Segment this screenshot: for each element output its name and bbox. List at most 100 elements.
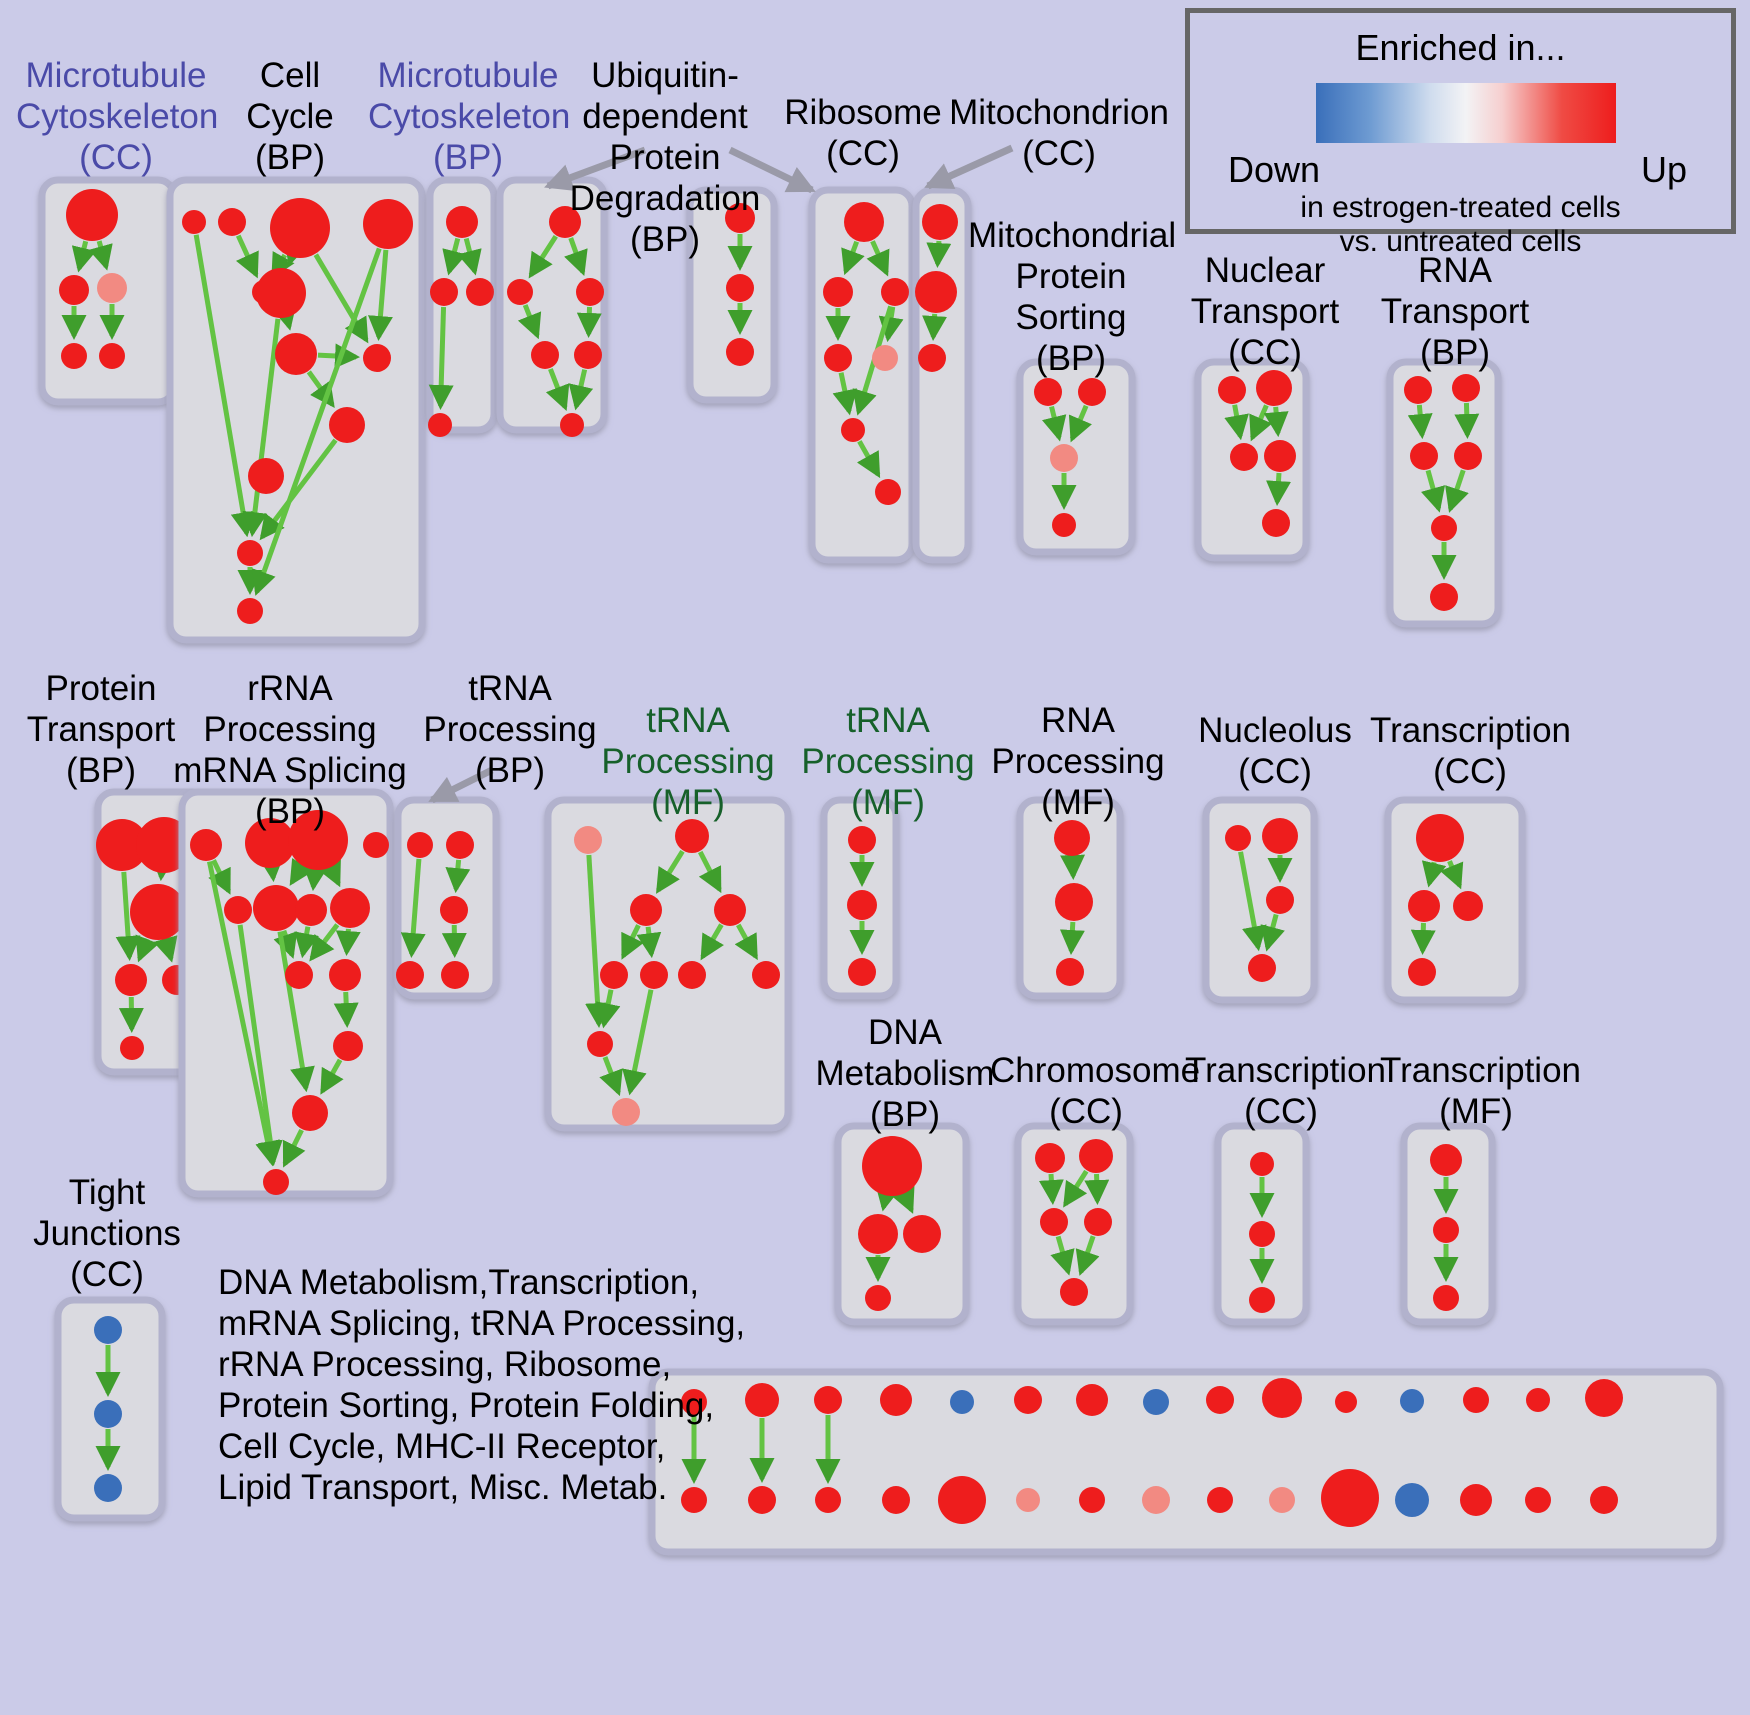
gene-node[interactable]: [136, 817, 192, 873]
gene-node[interactable]: [600, 961, 628, 989]
gene-node[interactable]: [295, 894, 327, 926]
gene-node[interactable]: [678, 961, 706, 989]
panel-rna-transport[interactable]: [1386, 358, 1502, 628]
panel-chromosome[interactable]: [1014, 1122, 1134, 1326]
gene-node[interactable]: [1040, 1208, 1068, 1236]
gene-node[interactable]: [507, 279, 533, 305]
gene-node[interactable]: [576, 278, 604, 306]
gene-node[interactable]: [1078, 378, 1106, 406]
panel-trna-processing-bp[interactable]: [394, 796, 500, 1000]
gene-node[interactable]: [1207, 1487, 1233, 1513]
gene-node[interactable]: [1433, 1217, 1459, 1243]
gene-node[interactable]: [1585, 1379, 1623, 1417]
gene-node[interactable]: [99, 343, 125, 369]
gene-node[interactable]: [96, 819, 148, 871]
gene-node[interactable]: [681, 1487, 707, 1513]
gene-node[interactable]: [248, 458, 284, 494]
panel-dna-metabolism[interactable]: [834, 1122, 970, 1326]
gene-node[interactable]: [1266, 886, 1294, 914]
gene-node[interactable]: [872, 345, 898, 371]
gene-node[interactable]: [253, 885, 299, 931]
gene-node[interactable]: [1206, 1386, 1234, 1414]
gene-node[interactable]: [245, 818, 295, 868]
gene-node[interactable]: [66, 189, 118, 241]
gene-node[interactable]: [726, 338, 754, 366]
gene-node[interactable]: [407, 832, 433, 858]
gene-node[interactable]: [396, 961, 424, 989]
gene-node[interactable]: [675, 819, 709, 853]
gene-node[interactable]: [1430, 583, 1458, 611]
gene-node[interactable]: [1416, 814, 1464, 862]
gene-node[interactable]: [446, 206, 478, 238]
gene-node[interactable]: [881, 278, 909, 306]
gene-node[interactable]: [1335, 1391, 1357, 1413]
gene-node[interactable]: [748, 1486, 776, 1514]
gene-node[interactable]: [363, 199, 413, 249]
panel-mitochondrial-protein-sorting[interactable]: [1016, 358, 1136, 556]
gene-node[interactable]: [848, 958, 876, 986]
panel-transcription-cc-top[interactable]: [1384, 796, 1526, 1004]
gene-node[interactable]: [824, 344, 852, 372]
gene-node[interactable]: [1256, 370, 1292, 406]
gene-node[interactable]: [745, 1383, 779, 1417]
gene-node[interactable]: [1055, 883, 1093, 921]
gene-node[interactable]: [182, 210, 206, 234]
gene-node[interactable]: [574, 341, 602, 369]
gene-node[interactable]: [1016, 1488, 1040, 1512]
gene-node[interactable]: [97, 273, 127, 303]
panel-trna-processing-mf-2[interactable]: [820, 796, 900, 1000]
panel-tight-junctions[interactable]: [54, 1296, 166, 1522]
gene-node[interactable]: [1060, 1278, 1088, 1306]
gene-node[interactable]: [430, 278, 458, 306]
gene-node[interactable]: [531, 341, 559, 369]
gene-node[interactable]: [275, 333, 317, 375]
gene-node[interactable]: [190, 829, 222, 861]
gene-node[interactable]: [363, 832, 389, 858]
gene-node[interactable]: [1225, 825, 1251, 851]
panel-microtubule-bp[interactable]: [426, 176, 498, 437]
gene-node[interactable]: [1034, 378, 1062, 406]
gene-node[interactable]: [1590, 1486, 1618, 1514]
gene-node[interactable]: [725, 203, 755, 233]
gene-node[interactable]: [752, 961, 780, 989]
gene-node[interactable]: [865, 1285, 891, 1311]
gene-node[interactable]: [130, 884, 186, 940]
gene-node[interactable]: [1408, 890, 1440, 922]
gene-node[interactable]: [950, 1390, 974, 1414]
gene-node[interactable]: [882, 1486, 910, 1514]
gene-node[interactable]: [330, 888, 370, 928]
panel-ubiquitin-left[interactable]: [496, 176, 608, 437]
gene-node[interactable]: [815, 1487, 841, 1513]
gene-node[interactable]: [1525, 1487, 1551, 1513]
gene-node[interactable]: [1249, 1287, 1275, 1313]
gene-node[interactable]: [612, 1098, 640, 1126]
gene-node[interactable]: [1454, 442, 1482, 470]
gene-node[interactable]: [120, 1036, 144, 1060]
gene-node[interactable]: [61, 343, 87, 369]
gene-node[interactable]: [1262, 509, 1290, 537]
gene-node[interactable]: [560, 413, 584, 437]
gene-node[interactable]: [440, 896, 468, 924]
gene-node[interactable]: [1452, 374, 1480, 402]
gene-node[interactable]: [858, 1214, 898, 1254]
gene-node[interactable]: [237, 540, 263, 566]
panel-ribosome[interactable]: [808, 186, 916, 564]
gene-node[interactable]: [446, 831, 474, 859]
gene-node[interactable]: [94, 1316, 122, 1344]
gene-node[interactable]: [94, 1400, 122, 1428]
gene-node[interactable]: [1218, 376, 1246, 404]
gene-node[interactable]: [918, 344, 946, 372]
gene-node[interactable]: [1076, 1384, 1108, 1416]
gene-node[interactable]: [1230, 443, 1258, 471]
gene-node[interactable]: [841, 418, 865, 442]
gene-node[interactable]: [428, 413, 452, 437]
gene-node[interactable]: [1460, 1484, 1492, 1516]
gene-node[interactable]: [574, 826, 602, 854]
gene-node[interactable]: [466, 278, 494, 306]
gene-node[interactable]: [1079, 1487, 1105, 1513]
gene-node[interactable]: [1264, 440, 1296, 472]
panel-misc-wide[interactable]: [648, 1368, 1724, 1556]
gene-node[interactable]: [270, 198, 330, 258]
gene-node[interactable]: [1269, 1487, 1295, 1513]
gene-node[interactable]: [922, 204, 958, 240]
